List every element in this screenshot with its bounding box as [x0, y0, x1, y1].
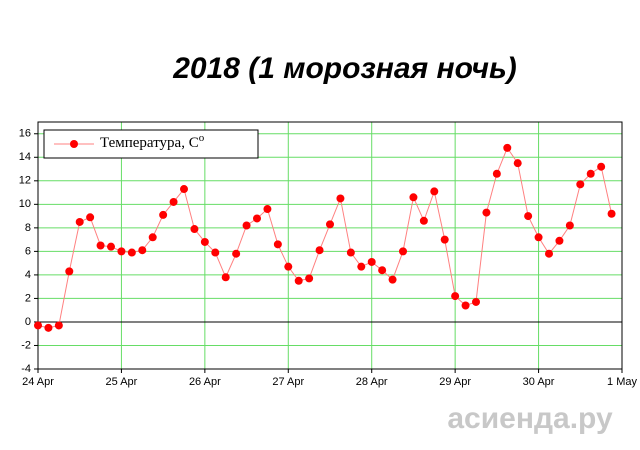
data-point [169, 197, 178, 206]
data-point [534, 233, 543, 242]
y-tick-label: 6 [25, 245, 31, 257]
y-tick-label: -2 [21, 339, 31, 351]
data-point [305, 274, 314, 283]
x-tick-label: 30 Apr [523, 376, 555, 388]
data-point [326, 220, 334, 229]
data-point [211, 248, 220, 257]
data-point [75, 217, 84, 226]
data-point [346, 248, 355, 257]
chart-title: 2018 (1 морозная ночь) [172, 52, 517, 85]
data-point [284, 262, 293, 271]
data-point [451, 292, 460, 301]
y-tick-label: 2 [25, 292, 31, 304]
data-point [263, 205, 272, 214]
series-line [37, 146, 613, 329]
data-point [221, 273, 230, 282]
data-point [294, 276, 303, 285]
data-point [607, 209, 616, 218]
data-point [472, 297, 480, 306]
y-tick-label: 14 [19, 151, 31, 163]
data-point [107, 242, 115, 251]
data-point [565, 221, 574, 230]
data-point [545, 249, 553, 258]
data-point [555, 236, 564, 245]
data-point [232, 249, 241, 258]
data-point [127, 248, 136, 257]
data-point [597, 162, 606, 171]
data-point [336, 194, 345, 203]
data-point [44, 323, 53, 332]
data-point [54, 321, 63, 330]
data-point [96, 241, 105, 250]
data-point [409, 193, 418, 202]
legend-label: Температура, Сo [100, 132, 205, 152]
data-point [399, 247, 407, 256]
x-tick-label: 1 May [607, 376, 637, 388]
x-tick-label: 27 Apr [272, 376, 304, 388]
y-tick-label: -4 [21, 363, 31, 375]
data-point [586, 169, 595, 178]
data-point [367, 257, 376, 266]
data-point [461, 301, 470, 310]
data-point [503, 143, 512, 152]
y-tick-label: 8 [25, 222, 31, 234]
data-point [242, 221, 251, 230]
data-point [315, 246, 324, 255]
x-tick-label: 26 Apr [189, 376, 221, 388]
data-point [419, 216, 428, 225]
legend-marker [70, 140, 78, 148]
x-tick-label: 24 Apr [22, 376, 54, 388]
y-tick-label: 10 [19, 198, 31, 210]
data-point [576, 180, 585, 189]
data-point [524, 212, 533, 221]
legend-superscript: o [199, 132, 205, 144]
y-tick-label: 0 [25, 316, 31, 328]
data-point [482, 208, 491, 217]
watermark: асиенда.ру [447, 402, 613, 435]
data-point [117, 247, 126, 256]
data-point [148, 233, 157, 242]
data-point [357, 262, 366, 271]
data-point [180, 185, 188, 194]
data-point [440, 235, 449, 244]
data-point [190, 225, 199, 234]
plot-frame [37, 121, 623, 370]
y-tick-label: 4 [25, 269, 31, 281]
data-point [513, 159, 522, 168]
x-tick-label: 25 Apr [106, 376, 138, 388]
data-point [200, 237, 209, 246]
data-point [388, 275, 397, 284]
data-point [430, 187, 439, 196]
y-tick-label: 16 [19, 128, 31, 140]
legend-text: Температура, С [100, 135, 199, 151]
legend: Температура, Сo [43, 129, 259, 159]
data-point [492, 169, 501, 178]
x-tick-label: 28 Apr [356, 376, 388, 388]
data-point [138, 246, 147, 255]
data-point [34, 321, 42, 330]
data-point [378, 266, 387, 275]
y-tick-label: 12 [19, 175, 31, 187]
data-point [273, 240, 282, 249]
data-point [253, 214, 261, 223]
x-tick-label: 29 Apr [439, 376, 471, 388]
data-point [86, 213, 95, 222]
data-point [159, 210, 168, 219]
data-point [65, 267, 74, 276]
